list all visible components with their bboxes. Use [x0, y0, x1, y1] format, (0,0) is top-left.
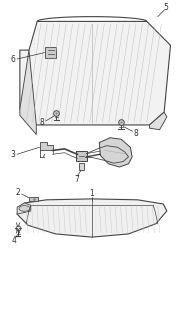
Polygon shape — [99, 138, 132, 167]
Ellipse shape — [19, 205, 30, 211]
Polygon shape — [77, 151, 86, 161]
Text: 7: 7 — [74, 175, 79, 184]
Polygon shape — [20, 21, 171, 125]
Polygon shape — [79, 163, 84, 170]
Text: 5: 5 — [164, 3, 168, 12]
Polygon shape — [45, 47, 56, 58]
Text: 8: 8 — [134, 129, 139, 138]
Polygon shape — [20, 50, 36, 134]
Text: 1: 1 — [90, 189, 94, 198]
Text: 8: 8 — [39, 118, 44, 127]
Polygon shape — [29, 197, 38, 201]
Text: 2: 2 — [16, 188, 20, 197]
Text: 6: 6 — [11, 54, 16, 63]
Text: 3: 3 — [11, 150, 16, 159]
Text: 4: 4 — [11, 236, 16, 245]
Polygon shape — [17, 203, 31, 214]
Polygon shape — [150, 112, 167, 130]
Polygon shape — [17, 199, 167, 237]
Polygon shape — [40, 141, 53, 150]
